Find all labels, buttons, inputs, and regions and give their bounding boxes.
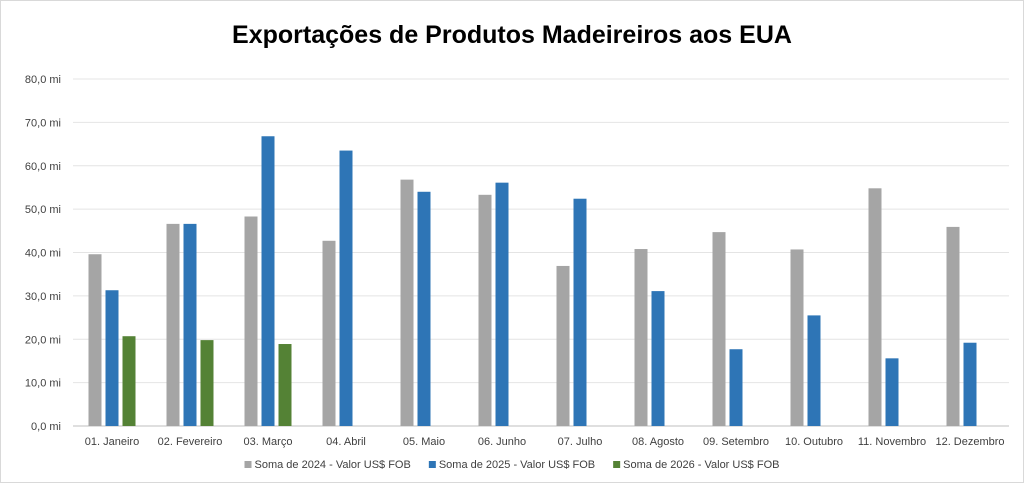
- bar: [556, 265, 570, 426]
- bar: [885, 358, 899, 426]
- x-tick-label: 07. Julho: [558, 436, 603, 448]
- bar: [183, 223, 197, 426]
- y-tick-label: 0,0 mi: [31, 421, 61, 433]
- bar: [963, 342, 977, 426]
- legend-swatch: [244, 461, 252, 468]
- x-tick-label: 01. Janeiro: [85, 436, 139, 448]
- bars: [88, 136, 977, 426]
- bar: [322, 240, 336, 426]
- bar: [807, 315, 821, 426]
- bar: [790, 249, 804, 426]
- y-tick-label: 50,0 mi: [25, 204, 61, 216]
- y-axis-ticks: 0,0 mi 10,0 mi 20,0 mi 30,0 mi 40,0 mi 50,0 m…: [25, 74, 61, 433]
- bar: [166, 223, 180, 426]
- legend-swatch: [428, 461, 436, 468]
- bar: [946, 226, 960, 426]
- legend-label: Soma de 2024 - Valor US$ FOB: [255, 459, 411, 471]
- bar: [417, 191, 431, 426]
- bar: [339, 150, 353, 426]
- x-axis-ticks: 01. Janeiro 02. Fevereiro 03. Março 04. Abr…: [85, 436, 1005, 448]
- bar: [400, 179, 414, 426]
- x-tick-label: 08. Agosto: [632, 436, 684, 448]
- legend-label: Soma de 2025 - Valor US$ FOB: [439, 459, 595, 471]
- bar: [200, 340, 214, 426]
- bar: [244, 216, 258, 426]
- bar: [278, 344, 292, 426]
- bar: [88, 254, 102, 426]
- bar: [495, 182, 509, 426]
- bar: [651, 291, 665, 426]
- y-tick-label: 70,0 mi: [25, 117, 61, 129]
- y-tick-label: 80,0 mi: [25, 74, 61, 86]
- bar: [261, 136, 275, 426]
- bar: [712, 232, 726, 426]
- x-tick-label: 06. Junho: [478, 436, 526, 448]
- bar: [478, 194, 492, 426]
- bar: [868, 188, 882, 426]
- legend-label: Soma de 2026 - Valor US$ FOB: [623, 459, 779, 471]
- x-tick-label: 11. Novembro: [858, 436, 926, 448]
- y-tick-label: 40,0 mi: [25, 248, 61, 260]
- chart-title: Exportações de Produtos Madeireiros aos …: [232, 21, 792, 49]
- x-tick-label: 02. Fevereiro: [158, 436, 223, 448]
- bar: [634, 249, 648, 426]
- x-tick-label: 04. Abril: [326, 436, 366, 448]
- y-tick-label: 10,0 mi: [25, 378, 61, 390]
- legend-swatch: [613, 461, 621, 468]
- y-tick-label: 20,0 mi: [25, 334, 61, 346]
- bar: [105, 290, 119, 426]
- x-tick-label: 12. Dezembro: [935, 436, 1004, 448]
- x-tick-label: 05. Maio: [403, 436, 445, 448]
- legend: Soma de 2024 - Valor US$ FOB Soma de 2025…: [244, 459, 779, 471]
- x-tick-label: 10. Outubro: [785, 436, 843, 448]
- bar: [573, 198, 587, 426]
- gridlines: [73, 78, 1009, 427]
- y-tick-label: 60,0 mi: [25, 161, 61, 173]
- y-tick-label: 30,0 mi: [25, 291, 61, 303]
- bar: [122, 336, 136, 426]
- x-tick-label: 09. Setembro: [703, 436, 769, 448]
- x-tick-label: 03. Março: [244, 436, 293, 448]
- bar: [729, 349, 743, 426]
